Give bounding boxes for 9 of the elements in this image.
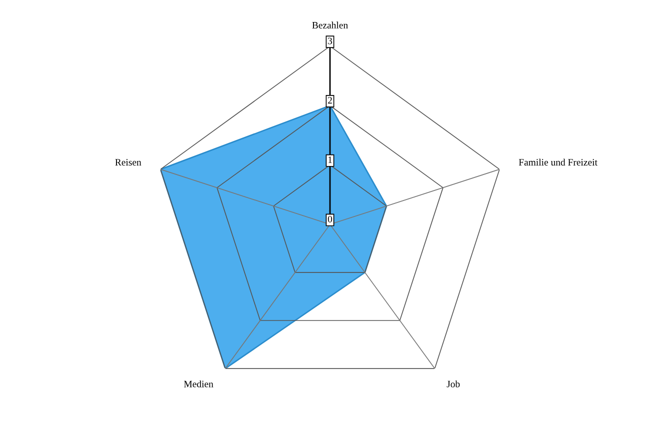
- spoke-label: Reisen: [115, 159, 142, 166]
- y-tick-label: 3: [328, 38, 332, 44]
- y-tick-label: 0: [328, 216, 332, 222]
- spoke-label: Bezahlen: [312, 22, 348, 28]
- spoke-label: Familie und Freizeit: [518, 158, 598, 166]
- y-tick-label: 2: [328, 97, 332, 104]
- spoke-label: Medien: [184, 380, 214, 388]
- spoke-label: Job: [446, 380, 460, 388]
- y-tick-label: 1: [328, 156, 332, 163]
